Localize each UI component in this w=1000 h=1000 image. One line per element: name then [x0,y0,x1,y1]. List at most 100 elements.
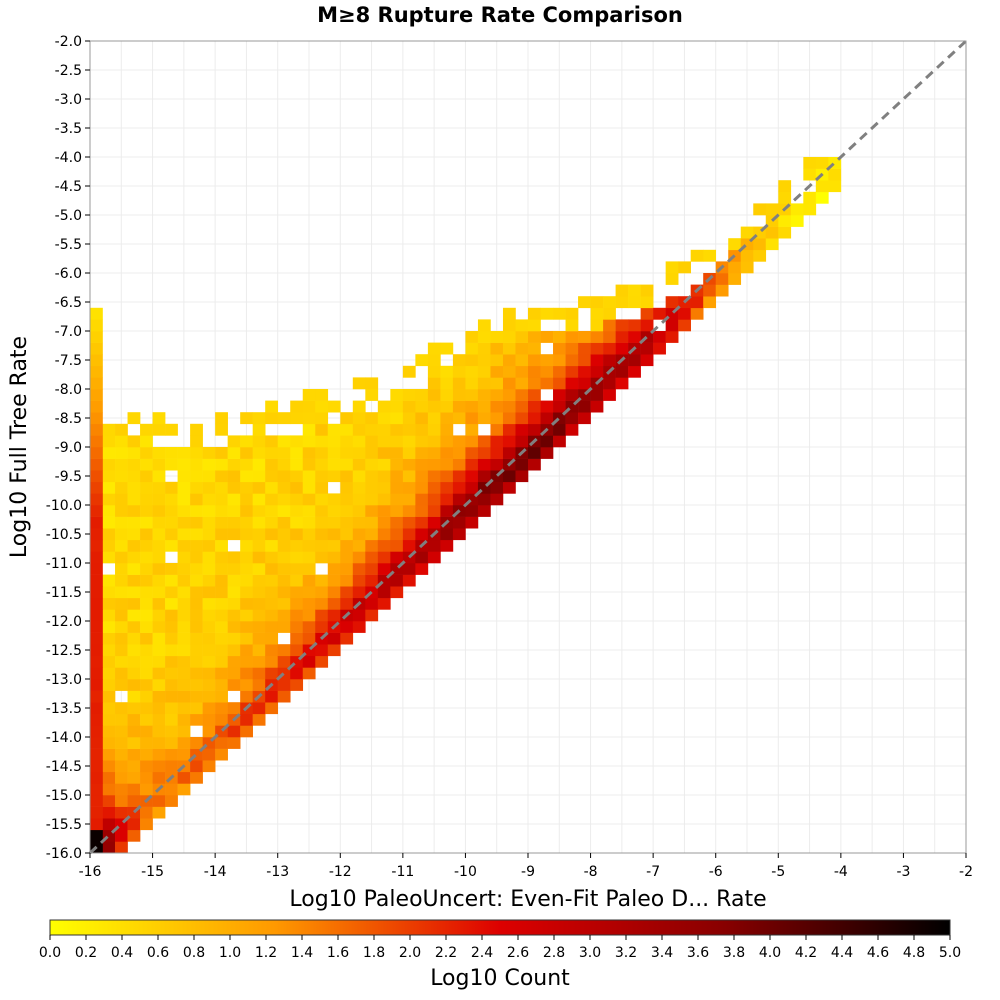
heatmap-cell [165,632,178,645]
heatmap-cell [402,423,416,436]
heatmap-cell [452,528,466,541]
heatmap-cell [115,505,128,517]
heatmap-cell [265,505,279,517]
heatmap-cell [365,609,379,622]
heatmap-cell [628,354,641,367]
heatmap-cell [440,412,454,425]
heatmap-cell [177,621,191,633]
heatmap-cell [615,377,629,390]
heatmap-cell [115,644,128,657]
heatmap-cell [640,307,654,320]
heatmap-cell [165,458,178,471]
heatmap-cell [102,795,116,807]
heatmap-cell [540,435,554,448]
heatmap-cell [553,412,566,425]
heatmap-cell [565,342,579,355]
heatmap-cell [352,435,366,448]
heatmap-cell [152,725,166,738]
heatmap-cell [302,609,316,622]
heatmap-cell [427,458,441,471]
heatmap-cell [302,574,316,587]
heatmap-cell [440,389,454,401]
heatmap-cell [653,331,666,343]
heatmap-cell [215,551,228,564]
heatmap-cell [540,400,554,413]
heatmap-cell [140,516,153,529]
heatmap-cell [102,528,116,541]
heatmap-cell [165,748,178,761]
heatmap-cell [190,748,203,761]
y-tick-label: -14.5 [46,759,82,775]
heatmap-cell [215,713,228,726]
y-tick-label: -6.5 [55,295,82,311]
heatmap-cell [127,829,141,842]
heatmap-cell [202,621,216,633]
heatmap-cell [390,481,404,494]
heatmap-cell [390,539,404,552]
heatmap-cell [202,574,216,587]
heatmap-cell [90,760,103,773]
heatmap-cell [90,818,103,831]
heatmap-cell [778,226,792,239]
heatmap-cell [190,574,203,587]
heatmap-cell [502,342,516,355]
colorbar-tick-label: 1.0 [219,945,241,961]
heatmap-cell [477,377,491,390]
heatmap-cell [152,655,166,668]
heatmap-cell [578,389,591,401]
heatmap-cell [465,505,479,517]
x-tick-label: -14 [204,864,227,880]
colorbar-tick-label: 2.0 [399,945,421,961]
heatmap-cell [640,319,654,332]
heatmap-cell [665,273,679,285]
heatmap-cell [177,644,191,657]
heatmap-cell [553,365,566,378]
heatmap-cell [615,365,629,378]
heatmap-cell [277,563,291,575]
heatmap-cell [240,447,253,459]
heatmap-cell [265,400,279,413]
heatmap-cell [115,621,128,633]
heatmap-cell [502,365,516,378]
heatmap-cell [628,296,641,309]
heatmap-cell [365,563,379,575]
heatmap-cell [352,609,366,622]
heatmap-cell [515,331,529,343]
heatmap-cell [227,644,241,657]
heatmap-cell [352,470,366,483]
heatmap-cell [302,586,316,599]
heatmap-cell [528,354,541,367]
heatmap-cell [277,644,291,657]
heatmap-cell [215,505,228,517]
heatmap-cell [477,365,491,378]
heatmap-cell [415,354,429,367]
heatmap-cell [427,342,441,355]
heatmap-cell [90,829,103,842]
heatmap-cell [528,307,541,320]
heatmap-cell [202,725,216,738]
heatmap-cell [352,493,366,506]
heatmap-cell [352,563,366,575]
heatmap-cell [302,528,316,541]
heatmap-cell [365,481,379,494]
heatmap-cell [152,563,166,575]
heatmap-cell [165,690,178,703]
heatmap-cell [490,435,504,448]
heatmap-cell [290,470,304,483]
heatmap-cell [490,400,504,413]
heatmap-cell [315,574,329,587]
heatmap-cell [202,470,216,483]
heatmap-cell [427,435,441,448]
heatmap-cell [102,470,116,483]
heatmap-cell [202,655,216,668]
heatmap-cell [227,516,241,529]
heatmap-cell [252,574,266,587]
heatmap-cell [90,679,103,691]
heatmap-cell [140,563,153,575]
heatmap-cell [540,447,554,459]
heatmap-cell [115,679,128,691]
heatmap-cell [240,505,253,517]
heatmap-cell [127,713,141,726]
heatmap-cell [127,435,141,448]
heatmap-cell [477,481,491,494]
